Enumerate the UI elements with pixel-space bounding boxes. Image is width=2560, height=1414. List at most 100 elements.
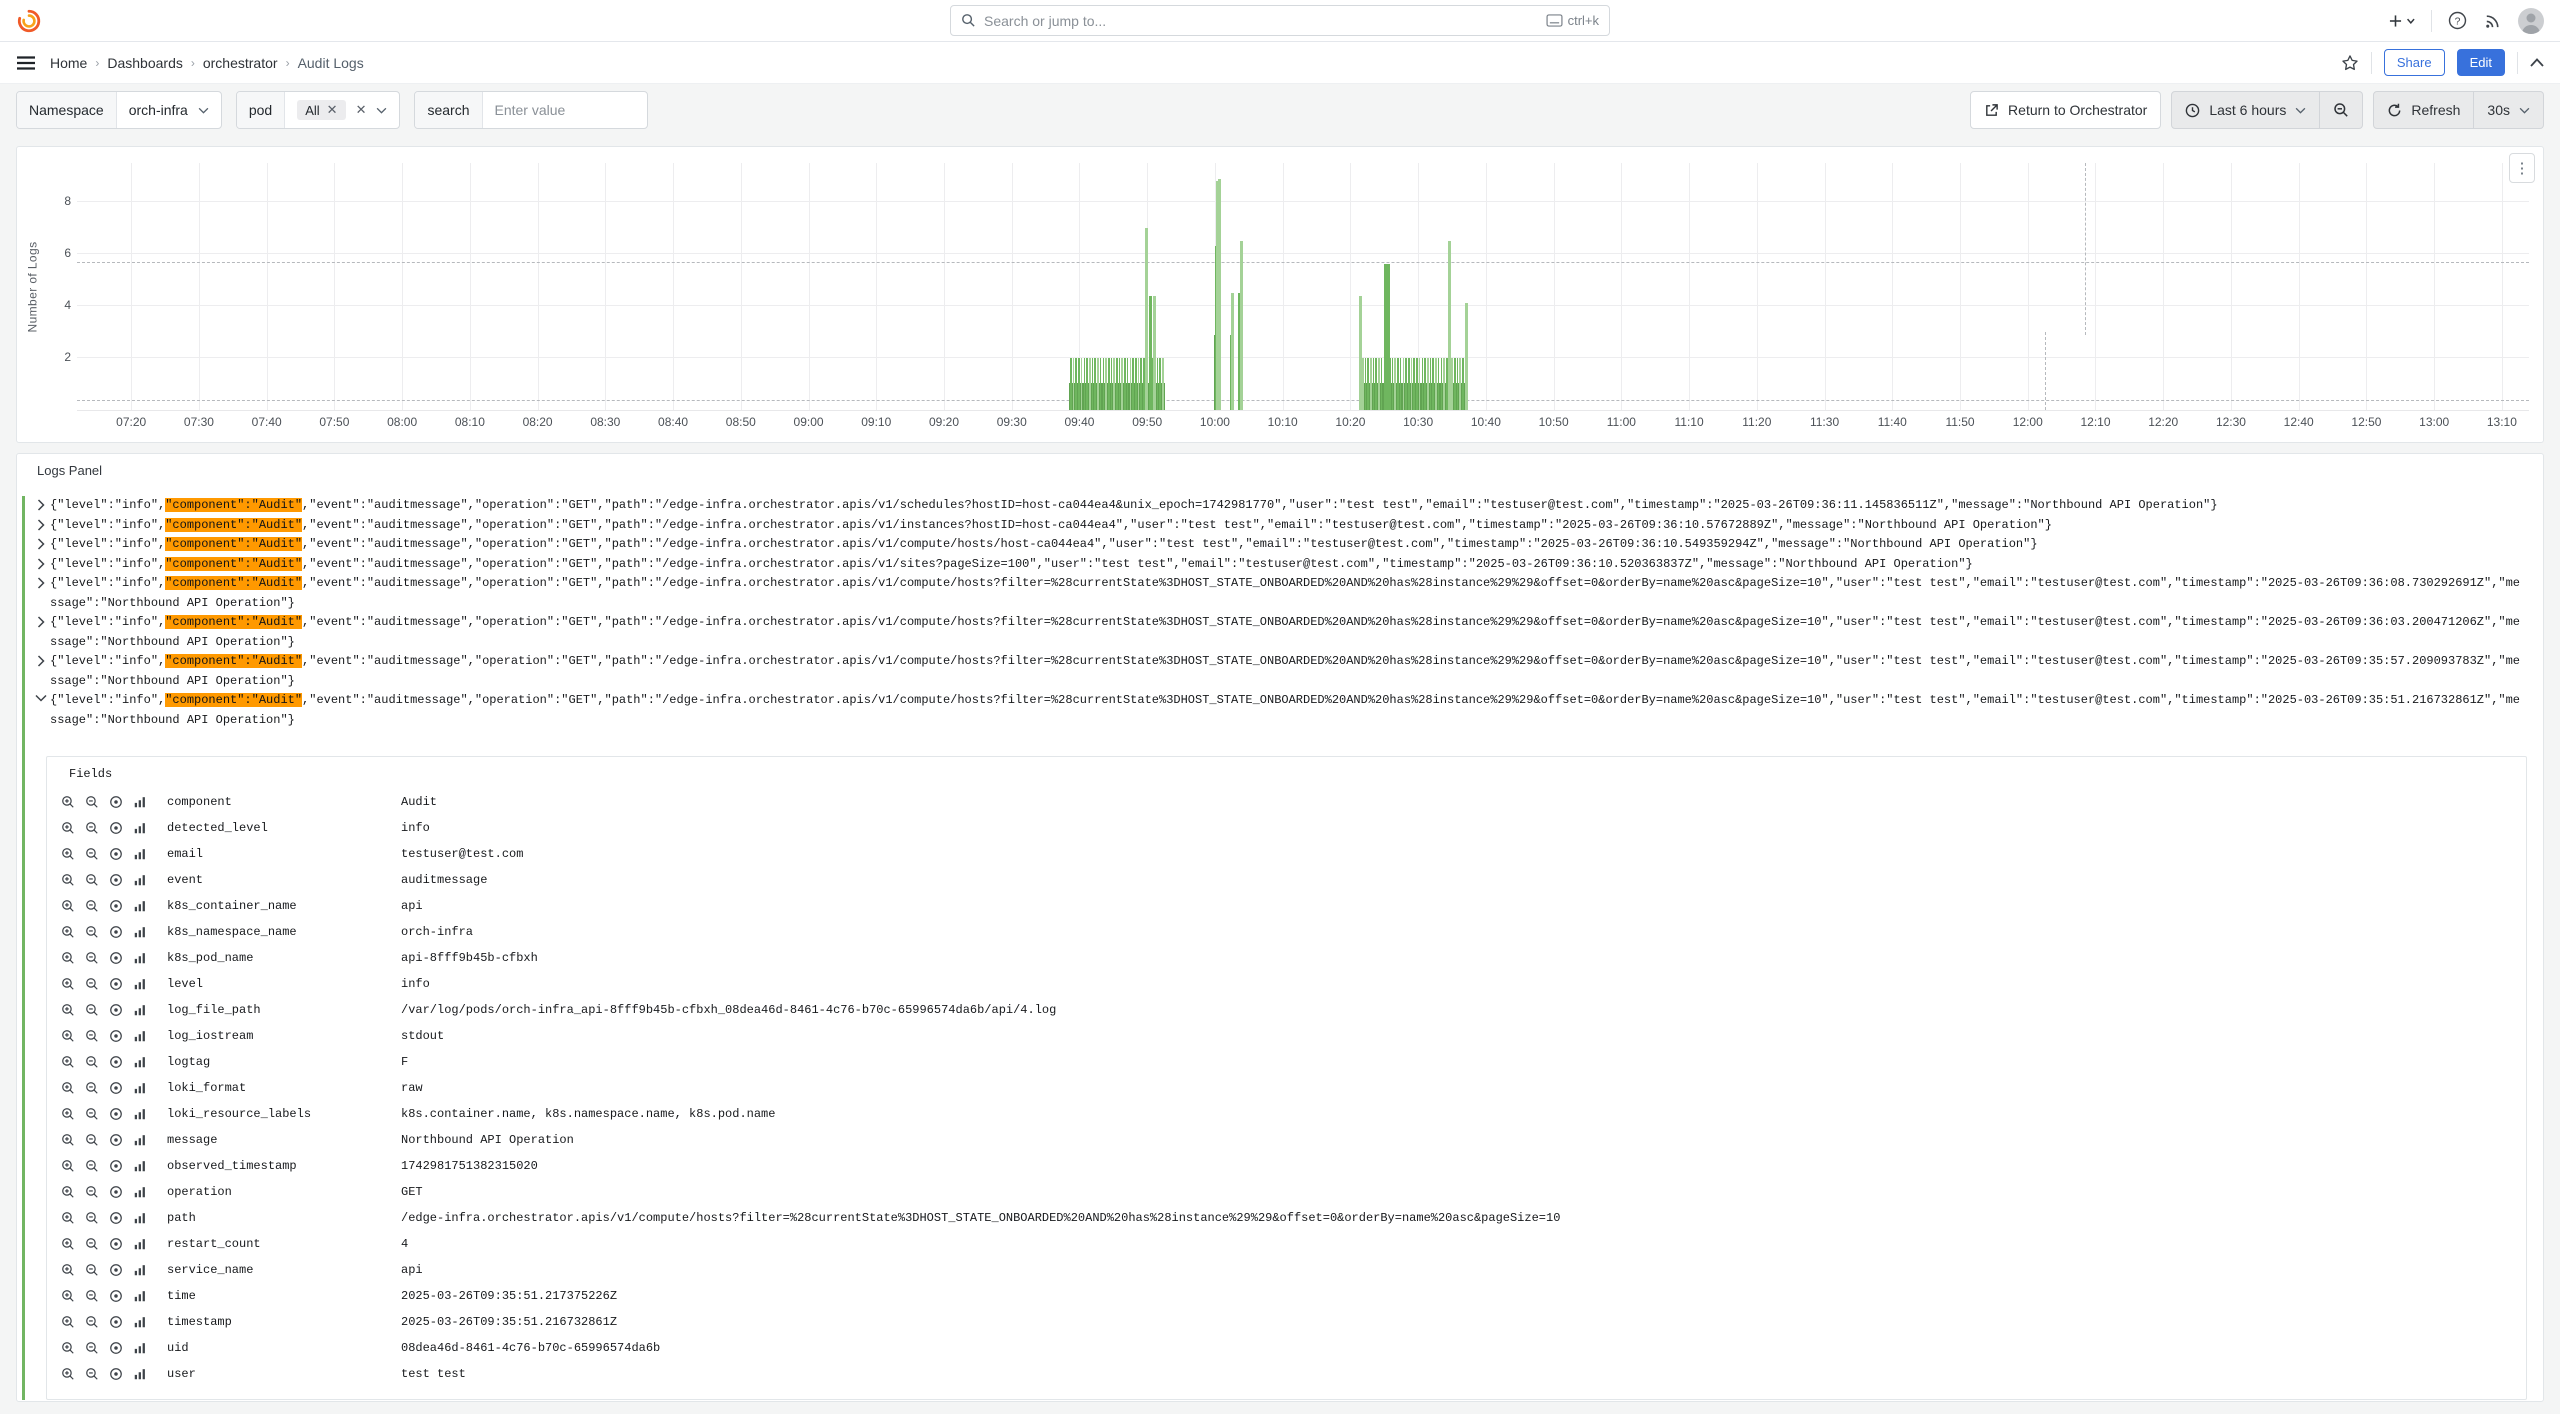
expand-row-button[interactable] [34,616,48,652]
filter-out-value-icon[interactable] [85,899,99,913]
log-row[interactable]: {"level":"info","component":"Audit","eve… [22,691,2527,1400]
filter-out-value-icon[interactable] [85,1081,99,1095]
filter-for-value-icon[interactable] [61,1107,75,1121]
filter-out-value-icon[interactable] [85,1185,99,1199]
log-row[interactable]: {"level":"info","component":"Audit","eve… [22,515,2527,536]
toggle-visibility-eye-icon[interactable] [109,821,123,835]
field-stats-chart-icon[interactable] [133,1341,147,1355]
toggle-visibility-eye-icon[interactable] [109,1289,123,1303]
clear-filter-icon[interactable]: ✕ [355,102,367,117]
filter-for-value-icon[interactable] [61,847,75,861]
filter-for-value-icon[interactable] [61,1055,75,1069]
field-stats-chart-icon[interactable] [133,1159,147,1173]
log-row[interactable]: {"level":"info","component":"Audit","eve… [22,535,2527,555]
toggle-visibility-eye-icon[interactable] [109,795,123,809]
refresh-button[interactable]: Refresh [2373,91,2475,129]
filter-for-value-icon[interactable] [61,873,75,887]
toggle-visibility-eye-icon[interactable] [109,1107,123,1121]
search-filter-input[interactable] [494,102,635,118]
return-to-orchestrator-button[interactable]: Return to Orchestrator [1970,91,2162,129]
filter-out-value-icon[interactable] [85,1289,99,1303]
toggle-visibility-eye-icon[interactable] [109,1263,123,1277]
field-stats-chart-icon[interactable] [133,1367,147,1381]
filter-for-value-icon[interactable] [61,1341,75,1355]
filter-for-value-icon[interactable] [61,821,75,835]
refresh-interval-picker[interactable]: 30s [2474,91,2544,129]
toggle-visibility-eye-icon[interactable] [109,925,123,939]
grafana-logo[interactable] [16,8,42,34]
field-stats-chart-icon[interactable] [133,1003,147,1017]
filter-for-value-icon[interactable] [61,951,75,965]
share-button[interactable]: Share [2383,49,2445,76]
chip-remove-icon[interactable]: ✕ [326,102,338,117]
breadcrumb-dashboards[interactable]: Dashboards [107,54,183,71]
filter-out-value-icon[interactable] [85,1133,99,1147]
toggle-visibility-eye-icon[interactable] [109,977,123,991]
log-row[interactable]: {"level":"info","component":"Audit","eve… [22,554,2527,575]
filter-for-value-icon[interactable] [61,1289,75,1303]
toggle-visibility-eye-icon[interactable] [109,899,123,913]
field-stats-chart-icon[interactable] [133,847,147,861]
field-stats-chart-icon[interactable] [133,951,147,965]
news-button[interactable] [2483,11,2502,30]
filter-out-value-icon[interactable] [85,1315,99,1329]
filter-out-value-icon[interactable] [85,977,99,991]
filter-out-value-icon[interactable] [85,1003,99,1017]
toggle-visibility-eye-icon[interactable] [109,1367,123,1381]
filter-for-value-icon[interactable] [61,977,75,991]
field-stats-chart-icon[interactable] [133,1081,147,1095]
filter-out-value-icon[interactable] [85,1341,99,1355]
expand-row-button[interactable] [34,655,48,691]
search-input[interactable] [984,12,1538,29]
expand-row-button[interactable] [34,538,48,555]
toggle-visibility-eye-icon[interactable] [109,951,123,965]
expand-row-button[interactable] [34,518,48,536]
filter-out-value-icon[interactable] [85,1029,99,1043]
filter-out-value-icon[interactable] [85,795,99,809]
filter-out-value-icon[interactable] [85,873,99,887]
filter-out-value-icon[interactable] [85,821,99,835]
toggle-visibility-eye-icon[interactable] [109,1211,123,1225]
log-row[interactable]: {"level":"info","component":"Audit","eve… [22,652,2527,691]
global-search[interactable]: ctrl+k [950,5,1610,36]
help-button[interactable]: ? [2448,11,2467,30]
mega-menu-toggle[interactable] [16,55,36,71]
toggle-visibility-eye-icon[interactable] [109,847,123,861]
field-stats-chart-icon[interactable] [133,1263,147,1277]
expand-row-button[interactable] [34,577,48,613]
filter-for-value-icon[interactable] [61,1029,75,1043]
filter-out-value-icon[interactable] [85,1055,99,1069]
field-stats-chart-icon[interactable] [133,1237,147,1251]
filter-for-value-icon[interactable] [61,1211,75,1225]
filter-for-value-icon[interactable] [61,1237,75,1251]
filter-out-value-icon[interactable] [85,925,99,939]
time-range-picker[interactable]: Last 6 hours [2171,91,2321,129]
toggle-visibility-eye-icon[interactable] [109,1341,123,1355]
log-row[interactable]: {"level":"info","component":"Audit","eve… [22,613,2527,652]
filter-out-value-icon[interactable] [85,1107,99,1121]
time-zoom-out-button[interactable] [2320,91,2364,129]
panel-menu-button[interactable]: ⋮ [2509,153,2535,183]
filter-out-value-icon[interactable] [85,1263,99,1277]
toggle-visibility-eye-icon[interactable] [109,1159,123,1173]
filter-for-value-icon[interactable] [61,1185,75,1199]
pod-filter-value[interactable]: All ✕ ✕ [285,92,399,128]
filter-out-value-icon[interactable] [85,1159,99,1173]
toggle-visibility-eye-icon[interactable] [109,1029,123,1043]
edit-button[interactable]: Edit [2456,49,2505,76]
field-stats-chart-icon[interactable] [133,1315,147,1329]
filter-for-value-icon[interactable] [61,1263,75,1277]
field-stats-chart-icon[interactable] [133,1029,147,1043]
toggle-visibility-eye-icon[interactable] [109,1081,123,1095]
filter-out-value-icon[interactable] [85,847,99,861]
field-stats-chart-icon[interactable] [133,899,147,913]
filter-out-value-icon[interactable] [85,1367,99,1381]
filter-for-value-icon[interactable] [61,1133,75,1147]
favorite-star-button[interactable] [2341,54,2359,72]
field-stats-chart-icon[interactable] [133,977,147,991]
user-avatar[interactable] [2518,7,2544,34]
filter-for-value-icon[interactable] [61,1003,75,1017]
filter-out-value-icon[interactable] [85,951,99,965]
field-stats-chart-icon[interactable] [133,821,147,835]
expand-row-button[interactable] [34,557,48,575]
